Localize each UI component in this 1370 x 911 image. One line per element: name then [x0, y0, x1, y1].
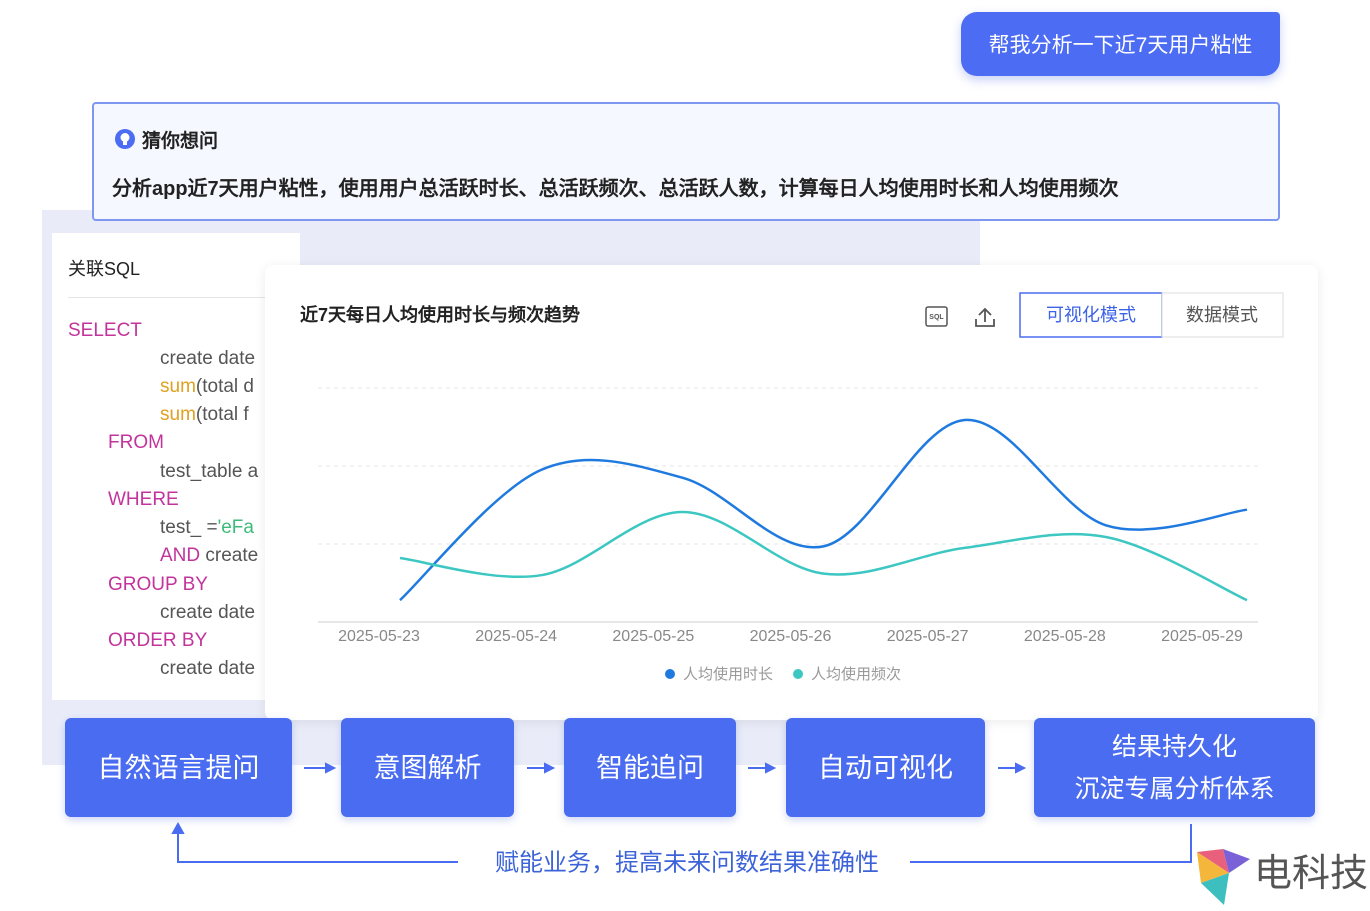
- chart-card: [265, 265, 1318, 720]
- chart-title: 近7天每日人均使用时长与频次趋势: [300, 304, 580, 325]
- mode-label[interactable]: 可视化模式: [1046, 305, 1136, 325]
- sql-token: 'eFa: [217, 517, 254, 538]
- mode-tab[interactable]: [1161, 292, 1284, 338]
- flow-step: 自动可视化: [786, 718, 985, 817]
- export-button[interactable]: [975, 307, 995, 327]
- sql-token: test_table a: [160, 461, 259, 482]
- legend-marker: [793, 669, 804, 679]
- bulb-icon: [115, 129, 135, 149]
- mode-tab-active[interactable]: [1019, 292, 1163, 338]
- suggestion-card: 猜你想问 分析app近7天用户粘性，使用用户总活跃时长、总活跃频次、总活跃人数，…: [92, 102, 1280, 221]
- x-tick-label: 2025-05-25: [612, 628, 694, 645]
- x-tick-label: 2025-05-29: [1161, 628, 1243, 645]
- feedback-text: 赋能业务，提高未来问数结果准确性: [495, 849, 879, 876]
- sql-token: GROUP BY: [108, 574, 208, 595]
- sql-token: sum: [160, 376, 196, 397]
- x-tick-label: 2025-05-24: [475, 628, 557, 645]
- sql-token: create date: [160, 602, 256, 623]
- logo-text: 电科技: [1254, 853, 1368, 895]
- suggestion-text[interactable]: 分析app近7天用户粘性，使用用户总活跃时长、总活跃频次、总活跃人数，计算每日人…: [112, 178, 1119, 200]
- line-series: [399, 510, 1248, 602]
- sql-token: ORDER BY: [108, 630, 208, 651]
- legend-marker: [665, 669, 675, 679]
- sql-button[interactable]: SQL: [925, 306, 948, 327]
- sql-title: 关联SQL: [68, 259, 141, 279]
- x-tick-label: 2025-05-23: [338, 628, 420, 645]
- sql-panel: 关联SQL SELECT create date sum(total d sum…: [52, 233, 300, 700]
- divider: [68, 297, 268, 298]
- sql-token: create date: [160, 658, 256, 679]
- sql-token: WHERE: [108, 489, 179, 510]
- x-tick-label: 2025-05-28: [1024, 628, 1106, 645]
- mode-label[interactable]: 数据模式: [1186, 305, 1258, 325]
- sql-token: FROM: [108, 432, 164, 453]
- x-tick-label: 2025-05-26: [750, 628, 832, 645]
- sql-token: (total f: [195, 404, 249, 425]
- user-bubble: 帮我分析一下近7天用户粘性: [961, 12, 1280, 76]
- sql-icon-label: SQL: [929, 314, 944, 321]
- sql-token: create: [200, 545, 259, 566]
- sql-token: AND: [160, 545, 201, 566]
- user-message: 帮我分析一下近7天用户粘性: [988, 34, 1253, 57]
- sql-token: test_ =: [160, 517, 218, 538]
- sql-token: (total d: [195, 376, 254, 397]
- line-series: [399, 418, 1248, 602]
- sql-token: SELECT: [68, 320, 142, 341]
- sql-token: sum: [160, 404, 196, 425]
- flow-step: 结果持久化 沉淀专属分析体系: [1034, 718, 1315, 817]
- suggestion-title: 猜你想问: [142, 131, 219, 152]
- logo-icon: [1197, 849, 1250, 905]
- flow-step: 自然语言提问: [65, 718, 292, 817]
- flow-step: 意图解析: [341, 718, 514, 817]
- legend-label: 人均使用时长: [683, 666, 773, 683]
- x-tick-label: 2025-05-27: [887, 628, 969, 645]
- flow-step: 智能追问: [564, 718, 736, 817]
- legend-label: 人均使用频次: [811, 666, 901, 683]
- sql-token: create date: [160, 348, 256, 369]
